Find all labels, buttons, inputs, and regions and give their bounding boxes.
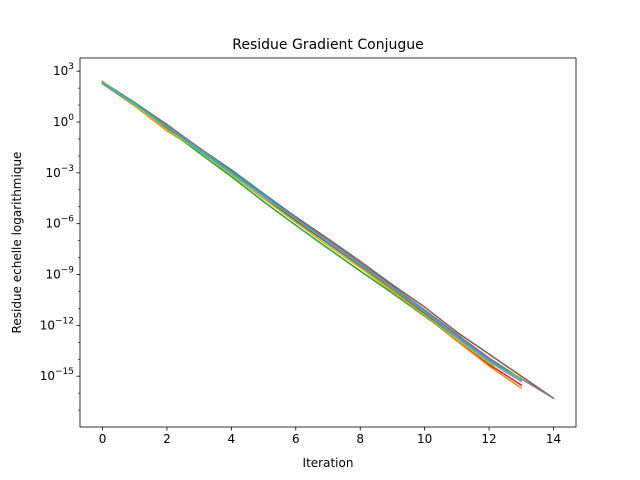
y-axis: 103 100 10−3 10−6 10−9 10−12 10−15 xyxy=(40,62,80,411)
y-tick-label: 10−15 xyxy=(40,367,74,383)
x-tick-label: 4 xyxy=(228,432,236,446)
x-tick-label: 10 xyxy=(417,432,432,446)
series-layer xyxy=(101,80,555,400)
x-axis: 0 2 4 6 8 10 12 14 xyxy=(99,427,561,446)
y-axis-label: Residue echelle logarithmique xyxy=(10,152,24,334)
y-tick-label: 10−12 xyxy=(40,316,74,332)
series-line-9 xyxy=(101,80,523,379)
x-tick-label: 6 xyxy=(292,432,300,446)
y-tick-label: 100 xyxy=(53,113,74,129)
chart-title: Residue Gradient Conjugue xyxy=(232,37,423,53)
x-tick-label: 2 xyxy=(163,432,171,446)
y-tick-label: 10−3 xyxy=(45,164,74,180)
y-tick-label: 10−9 xyxy=(45,266,74,282)
x-axis-label: Iteration xyxy=(303,456,354,470)
x-tick-label: 12 xyxy=(481,432,496,446)
series-line-10 xyxy=(101,81,523,381)
y-tick-label: 10−6 xyxy=(45,215,74,231)
y-tick-label: 103 xyxy=(53,62,74,78)
plot-frame xyxy=(79,57,577,428)
x-tick-label: 8 xyxy=(356,432,364,446)
series-line-8 xyxy=(101,80,555,400)
x-tick-label: 14 xyxy=(546,432,561,446)
x-tick-label: 0 xyxy=(99,432,107,446)
